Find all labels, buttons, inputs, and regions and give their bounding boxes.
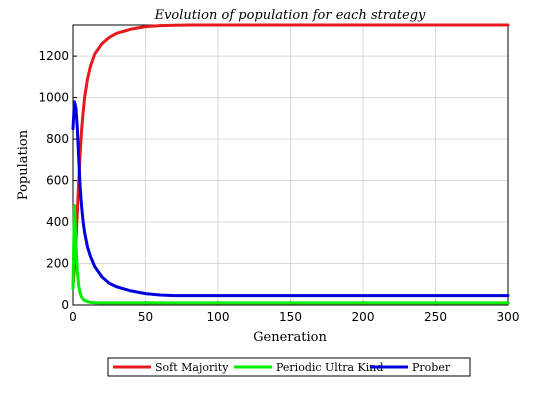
series-line-prober [71,100,510,298]
x-tick-label: 250 [424,310,447,324]
y-tick-label: 1200 [38,49,69,63]
legend: Soft Majority Periodic Ultra Kind Prober [107,357,471,377]
x-tick-label: 200 [352,310,375,324]
y-tick-label: 600 [46,174,69,188]
x-axis: 0 50 100 150 200 250 300 [69,301,519,324]
x-tick-label: 0 [69,310,77,324]
series-line-periodic-ultra-kind [71,203,510,305]
y-tick-label: 800 [46,132,69,146]
x-axis-label: Generation [253,330,327,345]
series-lines [71,23,510,305]
x-tick-label: 150 [279,310,302,324]
x-tick-label: 50 [138,310,153,324]
y-axis: 0 200 400 600 800 1000 1200 [38,49,77,312]
chart-title: Evolution of population for each strateg… [154,8,426,23]
y-tick-label: 400 [46,215,69,229]
grid [72,25,509,306]
x-tick-label: 100 [207,310,230,324]
legend-box [107,357,471,377]
y-tick-label: 1000 [38,91,69,105]
y-axis-label: Population [16,129,31,200]
y-tick-label: 200 [46,257,69,271]
legend-label: Soft Majority [155,361,229,374]
x-tick-label: 300 [497,310,520,324]
legend-label: Prober [412,361,451,374]
y-tick-label: 0 [61,298,69,312]
legend-label: Periodic Ultra Kind [276,361,383,374]
